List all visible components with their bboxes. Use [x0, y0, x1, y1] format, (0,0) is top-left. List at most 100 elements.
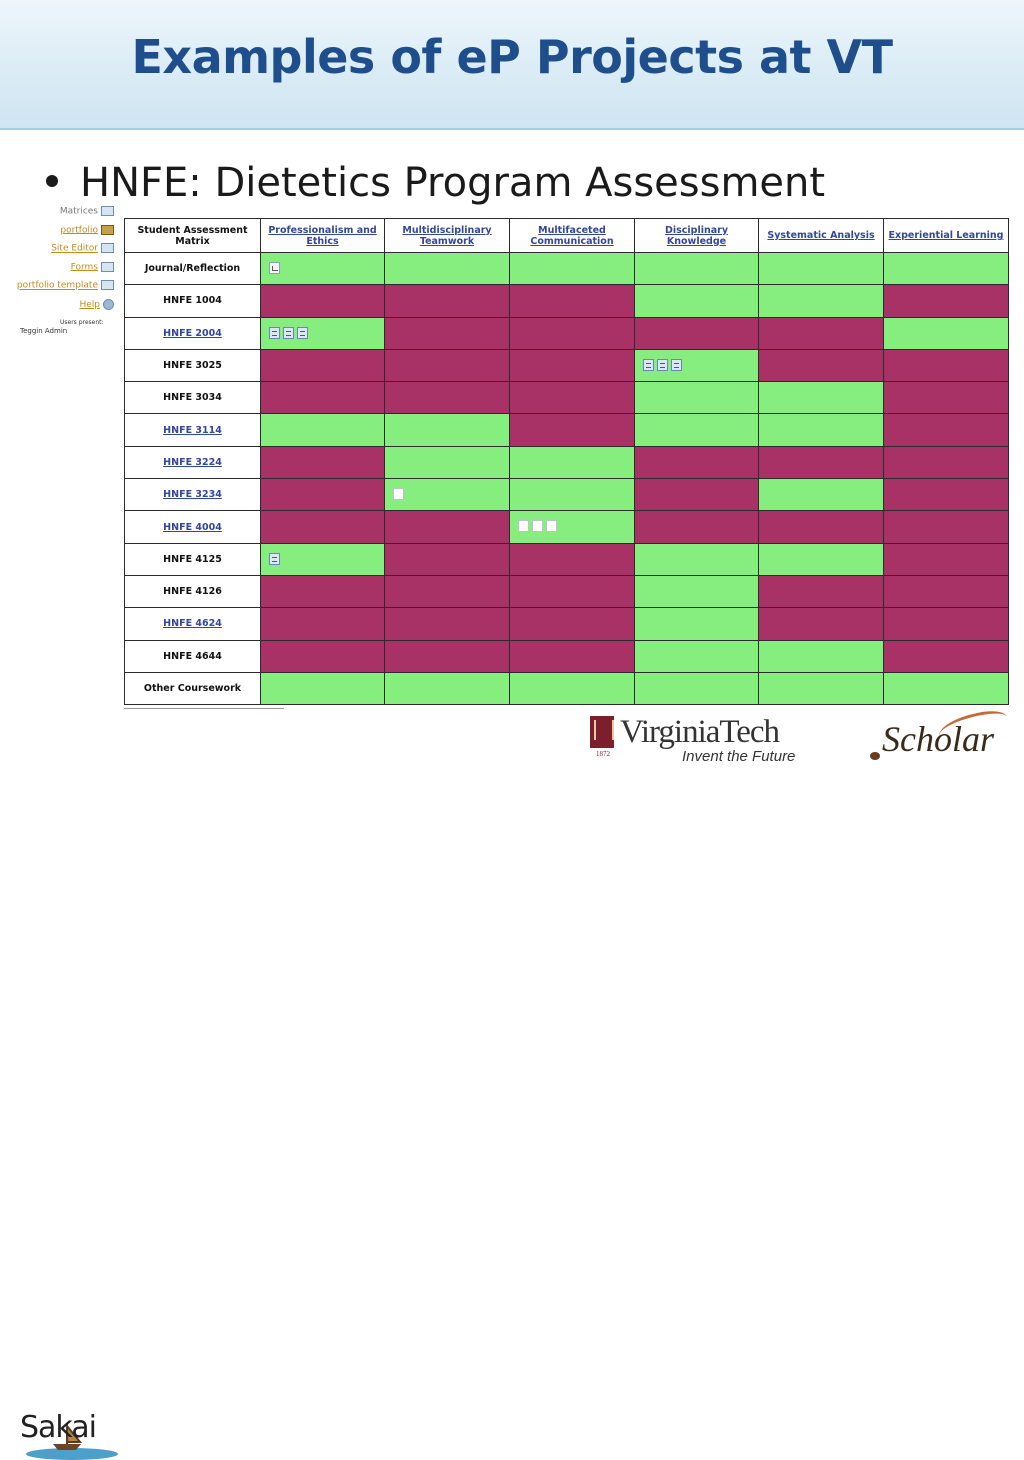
- matrix-cell[interactable]: [260, 348, 385, 383]
- matrix-cell[interactable]: [883, 671, 1009, 706]
- matrix-cell[interactable]: [634, 381, 759, 415]
- matrix-cell[interactable]: [260, 639, 385, 673]
- matrix-cell[interactable]: [509, 284, 635, 318]
- matrix-cell[interactable]: [634, 251, 759, 286]
- matrix-cell[interactable]: [634, 574, 759, 609]
- matrix-cell[interactable]: [758, 671, 884, 706]
- row-label[interactable]: HNFE 3114: [124, 413, 261, 447]
- matrix-cell[interactable]: [509, 510, 635, 544]
- matrix-cell[interactable]: [509, 607, 635, 641]
- sidebar-item-portfolio-template[interactable]: portfolio template: [12, 280, 114, 299]
- matrix-cell[interactable]: [883, 574, 1009, 609]
- matrix-cell[interactable]: [509, 348, 635, 383]
- mail-document-icon[interactable]: [657, 358, 668, 371]
- column-header[interactable]: Multifaceted Communication: [509, 218, 635, 253]
- matrix-cell[interactable]: [260, 381, 385, 415]
- matrix-cell[interactable]: [758, 348, 884, 383]
- sidebar-item-help[interactable]: Help: [12, 298, 114, 318]
- matrix-cell[interactable]: [883, 542, 1009, 576]
- matrix-cell[interactable]: [758, 574, 884, 609]
- column-header[interactable]: Disciplinary Knowledge: [634, 218, 759, 253]
- matrix-cell[interactable]: [758, 284, 884, 318]
- matrix-cell[interactable]: [384, 413, 510, 447]
- mail-document-icon[interactable]: [297, 326, 308, 339]
- matrix-cell[interactable]: [260, 574, 385, 609]
- matrix-cell[interactable]: [758, 542, 884, 576]
- matrix-cell[interactable]: [384, 607, 510, 641]
- column-header[interactable]: Systematic Analysis: [758, 218, 884, 253]
- matrix-cell[interactable]: [634, 284, 759, 318]
- matrix-cell[interactable]: [758, 413, 884, 447]
- column-header[interactable]: Experiential Learning: [883, 218, 1009, 253]
- matrix-cell[interactable]: [509, 574, 635, 609]
- column-header[interactable]: Multidisciplinary Teamwork: [384, 218, 510, 253]
- matrix-cell[interactable]: [883, 445, 1009, 480]
- matrix-cell[interactable]: [384, 381, 510, 415]
- matrix-cell[interactable]: [883, 478, 1009, 512]
- matrix-cell[interactable]: [384, 639, 510, 673]
- matrix-cell[interactable]: [384, 542, 510, 576]
- matrix-cell[interactable]: [509, 542, 635, 576]
- matrix-cell[interactable]: [883, 251, 1009, 286]
- matrix-cell[interactable]: [634, 671, 759, 706]
- matrix-cell[interactable]: [509, 445, 635, 480]
- matrix-cell[interactable]: [260, 510, 385, 544]
- matrix-cell[interactable]: [384, 348, 510, 383]
- matrix-cell[interactable]: [384, 445, 510, 480]
- row-label[interactable]: HNFE 4624: [124, 607, 261, 641]
- matrix-cell[interactable]: [509, 251, 635, 286]
- matrix-cell[interactable]: [509, 478, 635, 512]
- matrix-cell[interactable]: [509, 413, 635, 447]
- row-label[interactable]: HNFE 3234: [124, 478, 261, 512]
- matrix-cell[interactable]: [883, 413, 1009, 447]
- mail-document-icon[interactable]: [643, 358, 654, 371]
- row-label[interactable]: HNFE 2004: [124, 316, 261, 350]
- matrix-cell[interactable]: [634, 445, 759, 480]
- matrix-cell[interactable]: [260, 251, 385, 286]
- matrix-cell[interactable]: [260, 445, 385, 480]
- matrix-cell[interactable]: [384, 510, 510, 544]
- blank-document-icon[interactable]: [546, 520, 557, 533]
- matrix-cell[interactable]: [634, 607, 759, 641]
- matrix-cell[interactable]: [260, 284, 385, 318]
- matrix-cell[interactable]: [883, 348, 1009, 383]
- matrix-cell[interactable]: [758, 381, 884, 415]
- matrix-cell[interactable]: [634, 348, 759, 383]
- blank-document-icon[interactable]: [393, 488, 404, 501]
- matrix-cell[interactable]: [634, 478, 759, 512]
- matrix-cell[interactable]: [758, 510, 884, 544]
- matrix-cell[interactable]: [634, 413, 759, 447]
- matrix-cell[interactable]: [883, 510, 1009, 544]
- column-header[interactable]: Professionalism and Ethics: [260, 218, 385, 253]
- matrix-cell[interactable]: [758, 316, 884, 350]
- sidebar-item-matrices[interactable]: Matrices: [12, 206, 114, 225]
- matrix-cell[interactable]: [260, 413, 385, 447]
- matrix-cell[interactable]: [509, 671, 635, 706]
- matrix-cell[interactable]: [509, 639, 635, 673]
- matrix-cell[interactable]: [634, 639, 759, 673]
- sidebar-item-portfolio[interactable]: portfolio: [12, 224, 114, 244]
- blank-document-icon[interactable]: [518, 520, 529, 533]
- matrix-cell[interactable]: [883, 316, 1009, 350]
- chart-document-icon[interactable]: [269, 262, 280, 274]
- matrix-cell[interactable]: [758, 445, 884, 480]
- matrix-cell[interactable]: [260, 607, 385, 641]
- mail-document-icon[interactable]: [269, 552, 280, 565]
- mail-document-icon[interactable]: [671, 358, 682, 371]
- matrix-cell[interactable]: [758, 639, 884, 673]
- sidebar-item-forms[interactable]: Forms: [12, 261, 114, 281]
- matrix-cell[interactable]: [883, 381, 1009, 415]
- matrix-cell[interactable]: [883, 284, 1009, 318]
- matrix-cell[interactable]: [634, 542, 759, 576]
- matrix-cell[interactable]: [384, 316, 510, 350]
- matrix-cell[interactable]: [509, 381, 635, 415]
- matrix-cell[interactable]: [758, 607, 884, 641]
- matrix-cell[interactable]: [634, 510, 759, 544]
- matrix-cell[interactable]: [384, 251, 510, 286]
- matrix-cell[interactable]: [384, 671, 510, 706]
- mail-document-icon[interactable]: [269, 326, 280, 339]
- matrix-cell[interactable]: [509, 316, 635, 350]
- matrix-cell[interactable]: [384, 574, 510, 609]
- blank-document-icon[interactable]: [532, 520, 543, 533]
- matrix-cell[interactable]: [634, 316, 759, 350]
